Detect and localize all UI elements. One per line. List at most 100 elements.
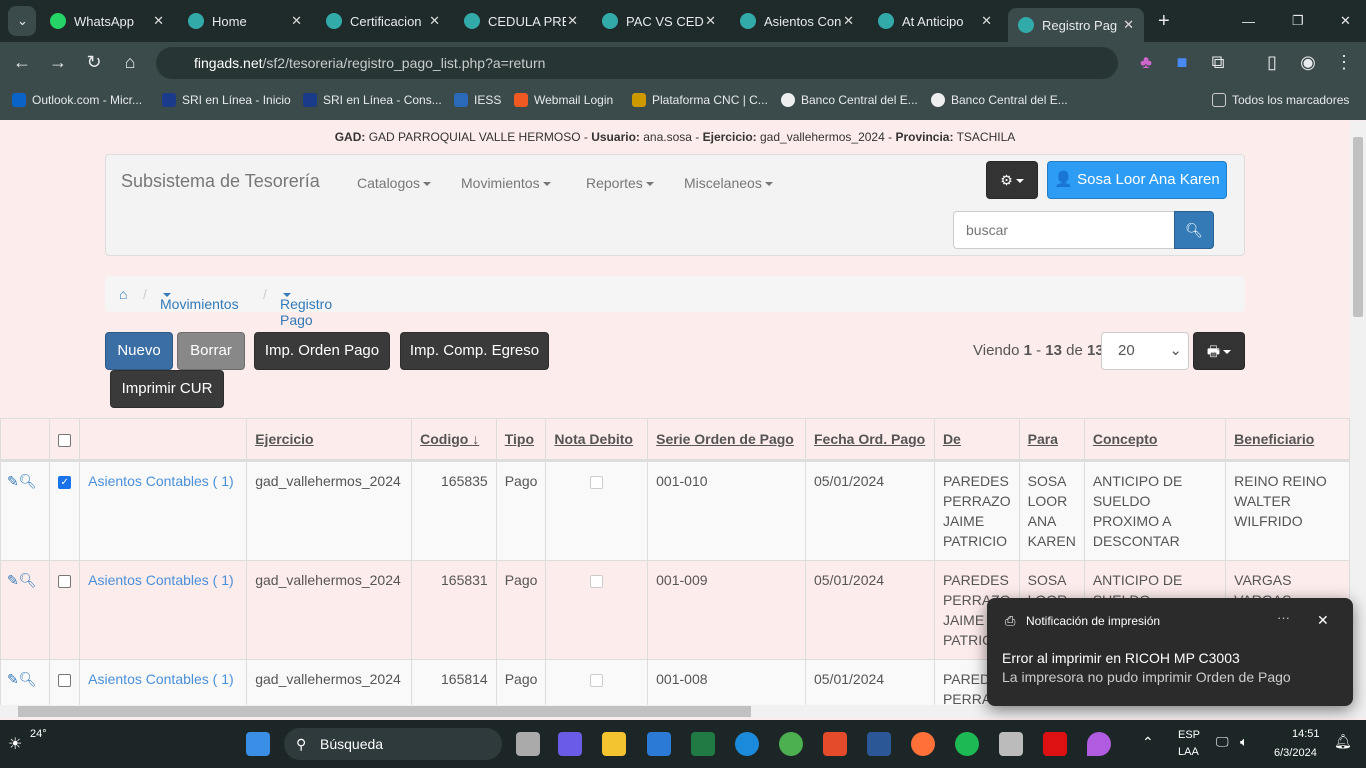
minimize-button[interactable]: — [1242, 13, 1255, 29]
restore-button[interactable]: ❐ [1292, 13, 1304, 28]
nuevo-button[interactable]: Nuevo [105, 332, 173, 370]
edit-icon[interactable]: ✎ [7, 572, 19, 588]
tab-asientos[interactable]: Asientos Con ✕ [730, 6, 864, 36]
extensions-icon[interactable]: ⧉ [1211, 52, 1225, 72]
teams-icon[interactable] [558, 732, 582, 756]
close-icon[interactable]: ✕ [429, 13, 440, 28]
bookmark-webmail[interactable]: Webmail Login [514, 93, 613, 107]
view-search-icon[interactable]: 🔍︎ [18, 572, 37, 588]
bookmark-sri-inicio[interactable]: SRI en Línea - Inicio [162, 93, 291, 107]
close-icon[interactable]: ✕ [1123, 17, 1134, 32]
sidepanel-icon[interactable]: ▯ [1267, 52, 1277, 72]
breadcrumb-movimientos[interactable]: Movimientos [160, 286, 239, 312]
taskbar-search[interactable]: ⚲ Búsqueda [284, 728, 502, 760]
extension-icon[interactable]: ♣ [1140, 52, 1152, 72]
tab-home[interactable]: Home ✕ [178, 6, 312, 36]
print-notification[interactable]: ⎙ Notificación de impresión ··· ✕ Error … [987, 598, 1353, 706]
chrome-icon[interactable] [779, 732, 803, 756]
mail-icon[interactable] [647, 732, 671, 756]
col-tipo[interactable]: Tipo [495, 418, 547, 462]
user-button[interactable]: 👤 Sosa Loor Ana Karen [1047, 161, 1227, 199]
tab-whatsapp[interactable]: WhatsApp ✕ [40, 6, 174, 36]
all-bookmarks[interactable]: Todos los marcadores [1212, 93, 1349, 107]
vertical-scrollbar[interactable] [1350, 121, 1366, 718]
close-icon[interactable]: ✕ [981, 13, 992, 28]
close-icon[interactable]: ✕ [153, 13, 164, 28]
row-checkbox[interactable]: ✓ [49, 460, 81, 561]
tab-anticipo[interactable]: At Anticipo ✕ [868, 6, 1002, 36]
col-fecha[interactable]: Fecha Ord. Pago [804, 418, 935, 462]
chevron-up-icon[interactable]: ⌃ [1142, 734, 1154, 750]
spotify-icon[interactable] [955, 732, 979, 756]
reload-icon[interactable]: ↻ [86, 52, 102, 72]
clock-date[interactable]: 6/3/2024 [1274, 747, 1317, 759]
translate-icon[interactable]: ■ [1176, 52, 1188, 72]
settings-button[interactable]: ⚙ [986, 161, 1038, 199]
horizontal-scrollbar[interactable] [0, 705, 1350, 718]
imp-orden-pago-button[interactable]: Imp. Orden Pago [254, 332, 390, 370]
view-search-icon[interactable]: 🔍︎ [18, 671, 37, 687]
col-serie[interactable]: Serie Orden de Pago [647, 418, 806, 462]
search-input[interactable] [953, 211, 1175, 249]
app-brand[interactable]: Subsistema de Tesorería [121, 171, 320, 191]
imp-comp-egreso-button[interactable]: Imp. Comp. Egreso [400, 332, 549, 370]
network-icon[interactable]: 🖵 [1216, 734, 1229, 749]
print-menu-button[interactable]: 🖶 [1193, 332, 1245, 370]
col-concepto[interactable]: Concepto [1083, 418, 1227, 462]
paint-icon[interactable] [1087, 732, 1111, 756]
home-icon[interactable]: ⌂ [119, 286, 128, 302]
excel-icon[interactable] [691, 732, 715, 756]
close-icon[interactable]: ✕ [1317, 612, 1329, 628]
view-search-icon[interactable]: 🔍︎ [18, 473, 37, 489]
menu-reportes[interactable]: Reportes [586, 175, 654, 191]
menu-catalogos[interactable]: Catalogos [357, 175, 432, 191]
col-ejercicio[interactable]: Ejercicio [246, 418, 413, 462]
breadcrumb-registro-pago[interactable]: Registro Pago [280, 286, 332, 328]
tab-pac[interactable]: PAC VS CEDU✕ [592, 6, 726, 36]
more-options-icon[interactable]: ··· [1277, 610, 1290, 625]
close-icon[interactable]: ✕ [291, 13, 302, 28]
acrobat-icon[interactable] [1043, 732, 1067, 756]
volume-icon[interactable]: 🔈︎ [1240, 734, 1248, 749]
row-checkbox[interactable] [49, 659, 81, 708]
col-para[interactable]: Para [1018, 418, 1085, 462]
task-view-icon[interactable] [516, 732, 540, 756]
bookmark-iess[interactable]: IESS [454, 93, 501, 107]
menu-movimientos[interactable]: Movimientos [461, 175, 551, 191]
bookmark-sri-cons[interactable]: SRI en Línea - Cons... [303, 93, 442, 107]
start-icon[interactable] [246, 732, 270, 756]
bookmark-bce-2[interactable]: Banco Central del E... [931, 93, 1068, 107]
pdf-app-icon[interactable] [823, 732, 847, 756]
firefox-icon[interactable] [911, 732, 935, 756]
row-checkbox[interactable] [49, 560, 81, 660]
select-all-checkbox[interactable] [49, 418, 81, 462]
edit-icon[interactable]: ✎ [7, 473, 19, 489]
menu-icon[interactable]: ⋮ [1335, 52, 1353, 72]
bookmark-cnc[interactable]: Plataforma CNC | C... [632, 93, 768, 107]
borrar-button[interactable]: Borrar [177, 332, 245, 370]
printer-app-icon[interactable] [999, 732, 1023, 756]
notification-bell-icon[interactable]: 🔔︎ [1334, 733, 1352, 749]
word-icon[interactable] [867, 732, 891, 756]
bookmark-outlook[interactable]: Outlook.com - Micr... [12, 93, 142, 107]
asientos-link[interactable]: Asientos Contables ( 1) [88, 671, 234, 687]
weather-icon[interactable]: ☀ [8, 736, 23, 753]
close-icon[interactable]: ✕ [843, 13, 854, 28]
tab-cedula[interactable]: CEDULA PRE ✕ [454, 6, 588, 36]
menu-miscelaneos[interactable]: Miscelaneos [684, 175, 773, 191]
new-tab-button[interactable]: + [1158, 9, 1170, 32]
col-beneficiario[interactable]: Beneficiario [1225, 418, 1350, 462]
address-bar[interactable]: fingads.net/sf2/tesoreria/registro_pago_… [156, 47, 1118, 79]
col-de[interactable]: De [933, 418, 1020, 462]
asientos-link[interactable]: Asientos Contables ( 1) [88, 572, 234, 588]
tab-registro-pago[interactable]: Registro Pag ✕ [1008, 8, 1144, 42]
profile-avatar[interactable]: ◉ [1300, 52, 1316, 72]
edge-icon[interactable] [735, 732, 759, 756]
search-button[interactable]: 🔍︎ [1174, 211, 1214, 249]
forward-icon[interactable]: → [49, 52, 67, 72]
close-icon[interactable]: ✕ [567, 13, 578, 28]
asientos-link[interactable]: Asientos Contables ( 1) [88, 473, 234, 489]
page-size-select[interactable]: 20 ⌄ [1101, 332, 1189, 370]
back-icon[interactable]: ← [13, 52, 31, 72]
bookmark-bce-1[interactable]: Banco Central del E... [781, 93, 918, 107]
